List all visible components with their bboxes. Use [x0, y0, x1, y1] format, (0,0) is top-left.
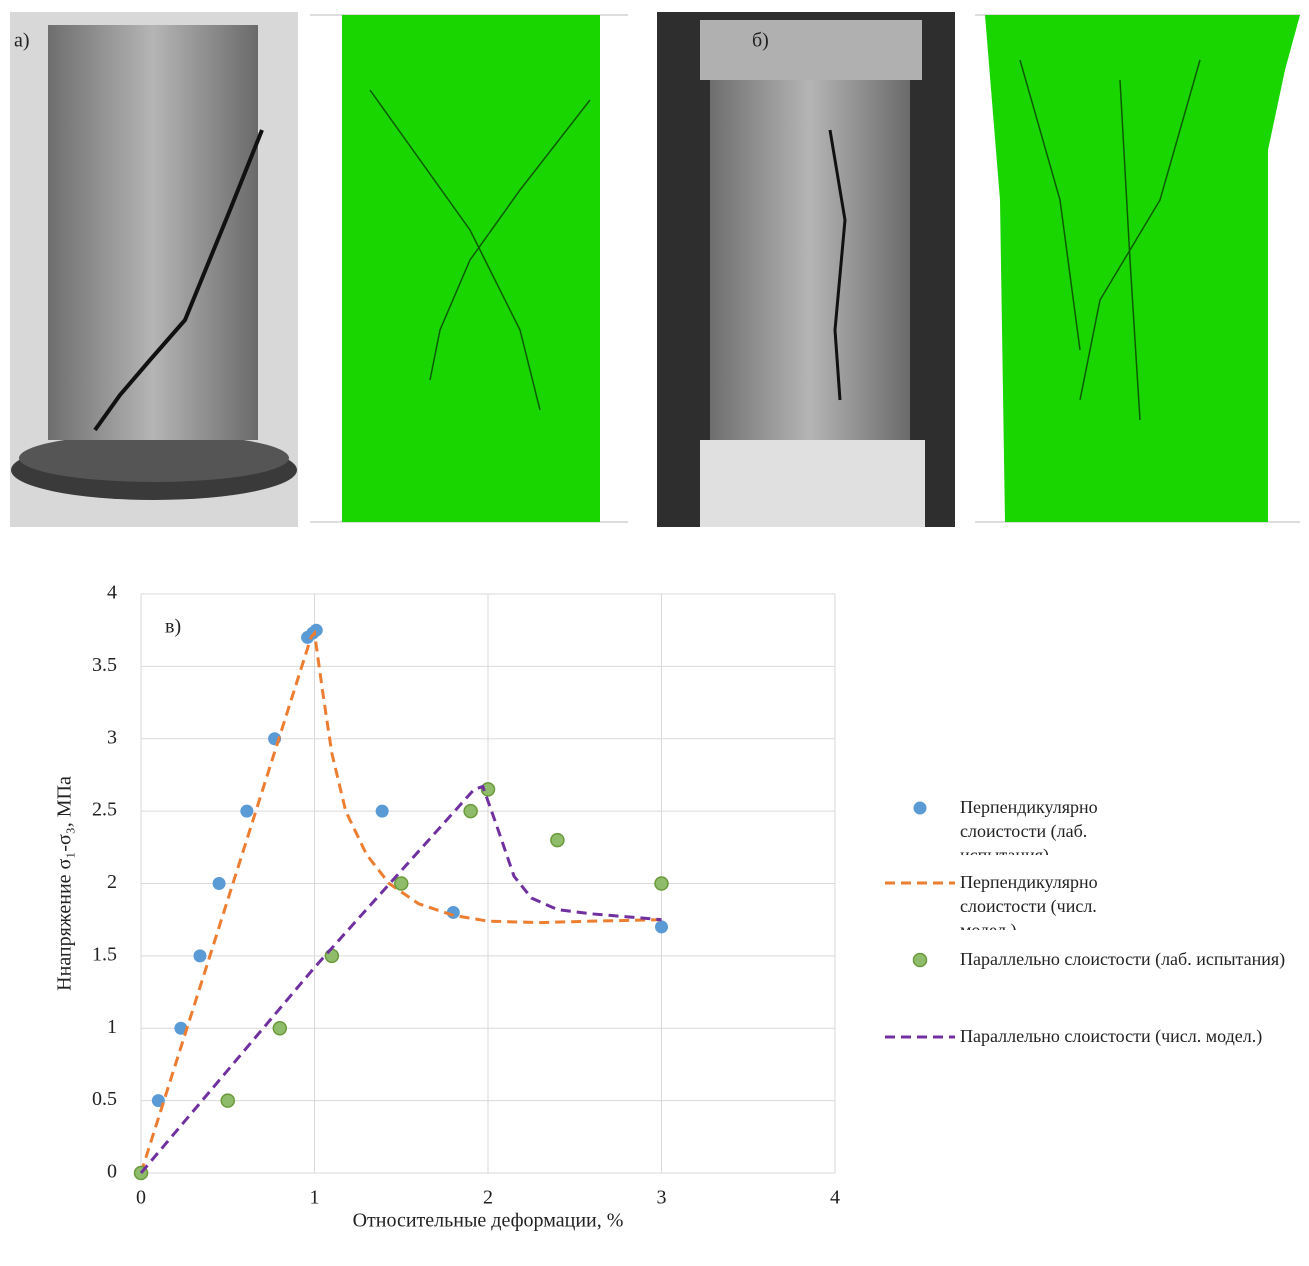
legend-item: Параллельно слоистости (лаб. испытания): [960, 949, 1286, 969]
legend-marker: [912, 952, 928, 968]
y-tick-label: 0.5: [92, 1088, 117, 1110]
point: [655, 920, 668, 934]
point: [480, 782, 496, 797]
point: [394, 876, 409, 891]
panel-label: б): [752, 30, 769, 52]
y-tick-label: 2: [107, 871, 117, 893]
point: [174, 1021, 188, 1035]
annotation: в): [165, 616, 181, 638]
point: [220, 1093, 235, 1108]
x-tick-label: 4: [830, 1187, 840, 1209]
photo-a: а): [10, 12, 298, 527]
panel-label: а): [14, 30, 30, 52]
legend-label: Параллельно слоистости (числ. модел.): [960, 1026, 1263, 1046]
point: [272, 1021, 288, 1036]
x-axis-label: Относительные деформации, %: [353, 1210, 624, 1232]
x-tick-label: 1: [310, 1187, 320, 1209]
x-tick-label: 0: [136, 1187, 146, 1209]
y-tick-label: 0: [107, 1161, 117, 1183]
point: [212, 877, 226, 890]
y-tick-label: 3: [107, 726, 117, 748]
photo-b: б): [657, 12, 955, 527]
x-tick-label: 2: [483, 1187, 493, 1209]
model-a: [310, 14, 628, 523]
point: [550, 832, 565, 848]
point: [375, 804, 389, 818]
y-tick-label: 2.5: [92, 799, 117, 821]
model-b: [975, 14, 1300, 523]
chart: 0 0.5 1 1.5 2 2.5 3 3.5 4 0 1 2 3 4 Относительные дефо…: [54, 582, 1286, 1232]
line: [139, 784, 662, 1174]
point: [193, 949, 207, 963]
y-tick-label: 3.5: [92, 654, 117, 676]
point: [463, 803, 478, 819]
legend-label: Параллельно слоистости (лаб. испытания): [960, 949, 1286, 969]
y-tick-label: 1.5: [92, 943, 117, 965]
y-axis-label: Ннапряжение σ₁-σ₃, МПа: [54, 776, 76, 991]
y-tick-label: 4: [107, 582, 117, 604]
legend-label: Перпендикулярно слоистости (лаб. испытан…: [960, 797, 1098, 855]
legend-marker: [913, 801, 927, 815]
line: [139, 629, 662, 1174]
x-tick-label: 3: [657, 1187, 667, 1209]
point: [654, 876, 669, 891]
legend-item: Параллельно слоистости (числ. модел.): [960, 1026, 1263, 1046]
point: [240, 804, 254, 818]
legend-item: Перпендикулярно слоистости (числ. модел.…: [960, 872, 1098, 930]
legend-label: Перпендикулярно слоистости (числ. модел.…: [960, 872, 1098, 930]
y-tick-label: 1: [107, 1016, 117, 1038]
legend-item: Перпендикулярно слоистости (лаб. испытан…: [960, 797, 1098, 855]
